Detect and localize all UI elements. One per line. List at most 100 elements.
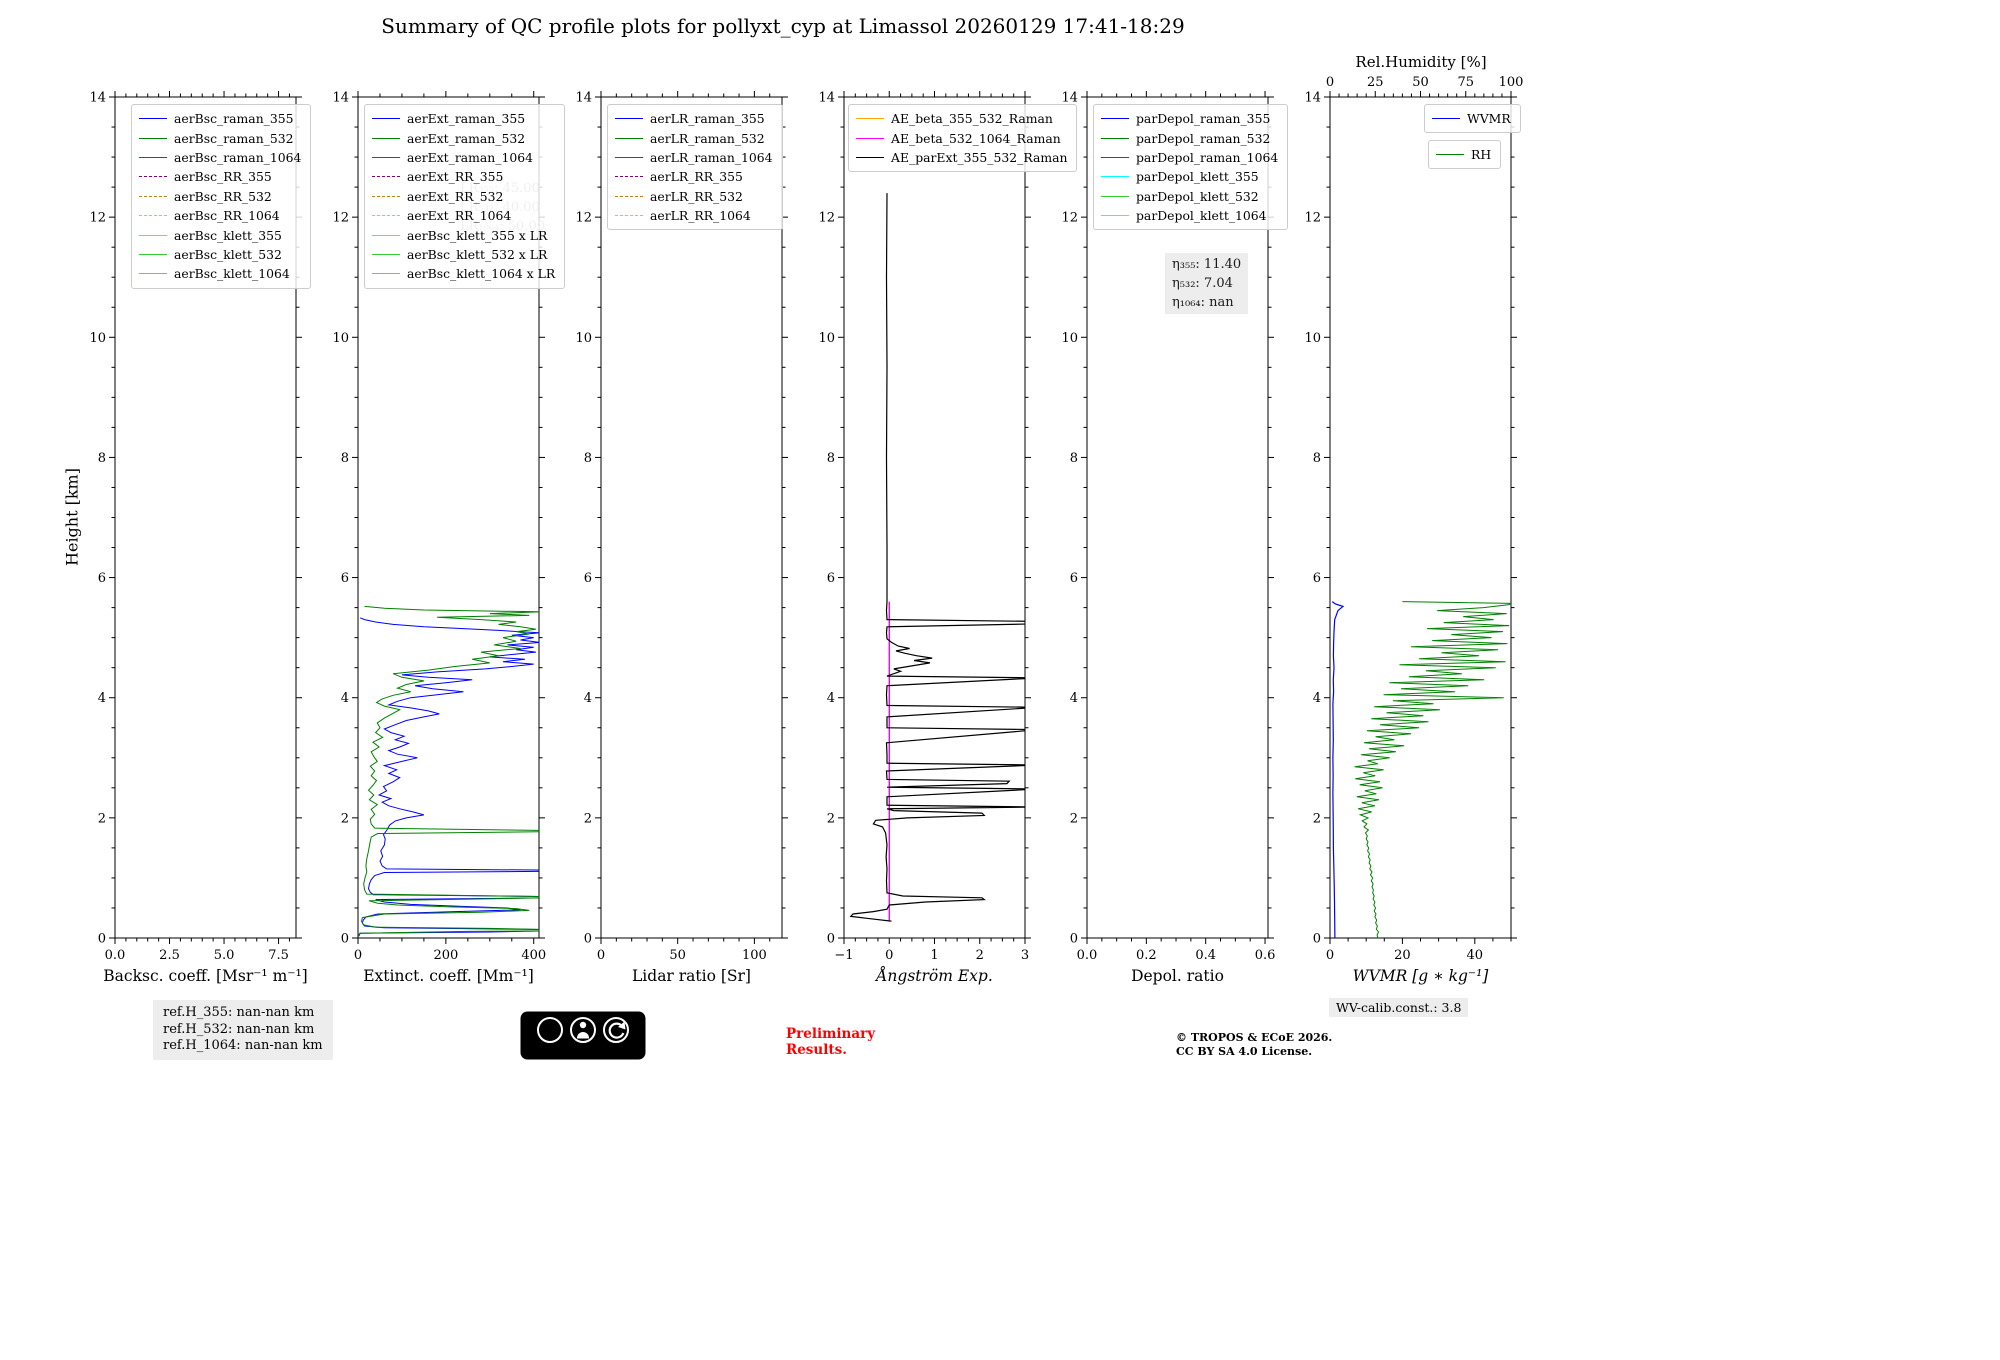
person-body-icon: [577, 1032, 589, 1039]
panel-depol: 0.0 0.2 0.4 0.6 0 2 4 6 8 10 12 14 Depol. ratio: [1061, 91, 1275, 986]
curve-AE_parExt_355_532_Raman: [849, 193, 1025, 922]
y-tick-label: 14: [818, 91, 835, 106]
person-icon: [579, 1021, 587, 1029]
y-tick-label: 14: [1061, 91, 1078, 106]
y-tick-label: 2: [1313, 811, 1321, 826]
y-tick-label: 4: [98, 691, 106, 706]
ref-height-1064: ref.H_1064: nan-nan km: [163, 1038, 323, 1053]
y-tick-label: 8: [584, 451, 592, 466]
y-tick-label: 0: [98, 932, 106, 947]
ref-height-355: ref.H_355: nan-nan km: [163, 1005, 315, 1020]
y-tick-label: 0: [584, 932, 592, 947]
top-x-tick-label: 0: [1326, 75, 1334, 90]
ref-heights-box: ref.H_355: nan-nan km ref.H_532: nan-nan…: [153, 1000, 333, 1060]
curve-RH: [1354, 601, 1511, 938]
x-tick-label: 100: [742, 948, 767, 963]
y-tick-label: 6: [1070, 571, 1078, 586]
y-tick-label: 0: [341, 932, 349, 947]
y-tick-label: 12: [1061, 211, 1078, 226]
y-tick-label: 12: [575, 211, 592, 226]
y-tick-label: 4: [1313, 691, 1321, 706]
y-tick-label: 12: [818, 211, 835, 226]
y-tick-label: 14: [89, 91, 106, 106]
y-tick-label: 8: [1070, 451, 1078, 466]
panel-frame: [1086, 96, 1269, 939]
y-tick-label: 6: [1313, 571, 1321, 586]
y-tick-label: 2: [584, 811, 592, 826]
y-tick-label: 4: [584, 691, 592, 706]
preliminary-line-1: Preliminary: [786, 1026, 876, 1042]
panel-lr: 0 50 100 0 2 4 6 8 10 12 14 Lidar ratio [Sr]: [575, 91, 788, 985]
ref-height-532: ref.H_532: nan-nan km: [163, 1021, 315, 1037]
panel-ext: 0 200 400 0 2 4 6 8 10 12 14 Extinct. coeff. [Mm⁻¹]: [332, 91, 546, 986]
y-tick-label: 0: [827, 932, 835, 947]
y-tick-label: 6: [98, 571, 106, 586]
x-tick-label: 0: [354, 948, 362, 963]
y-tick-label: 10: [818, 331, 835, 346]
top-x-tick-label: 75: [1457, 75, 1474, 90]
curve-WVMR: [1331, 601, 1345, 938]
y-tick-label: 10: [332, 331, 349, 346]
cc-logo-icon: [537, 1017, 563, 1043]
y-tick-label: 8: [827, 451, 835, 466]
y-tick-label: 14: [332, 91, 349, 106]
panel-frame: [357, 96, 540, 939]
y-tick-label: 8: [1313, 451, 1321, 466]
x-axis-label-angstroem: Ångström Exp.: [874, 967, 993, 985]
x-tick-label: 0.4: [1195, 948, 1216, 963]
panel-wvmr: 0 20 40 0 25 50 75 100 0 2 4 6 8 10 12 14 WVMR [g ∗ kg⁻¹…: [1304, 75, 1523, 985]
curve-aerExt_raman_355: [358, 617, 539, 937]
y-tick-label: 4: [827, 691, 835, 706]
y-tick-label: 6: [341, 571, 349, 586]
panel-frame: [114, 96, 297, 939]
top-x-tick-label: 50: [1412, 75, 1429, 90]
y-tick-label: 10: [1061, 331, 1078, 346]
x-tick-label: 400: [521, 948, 546, 963]
x-tick-label: 0.2: [1136, 948, 1157, 963]
y-tick-label: 0: [1313, 932, 1321, 947]
x-axis-label-backsc: Backsc. coeff. [Msr⁻¹ m⁻¹]: [103, 967, 307, 985]
x-tick-label: 2: [976, 948, 984, 963]
x-tick-label: 0: [1326, 948, 1334, 963]
x-tick-label: 0: [597, 948, 605, 963]
preliminary-note: Preliminary Results.: [786, 1026, 875, 1058]
y-tick-label: 8: [341, 451, 349, 466]
panel-backsc: 0.0 2.5 5.0 7.5 0 2 4 6 8 10 12 14 Backsc. coeff. [M…: [89, 91, 307, 986]
y-tick-label: 12: [1304, 211, 1321, 226]
x-tick-label: 200: [433, 948, 458, 963]
y-tick-label: 4: [341, 691, 349, 706]
top-x-tick-label: 25: [1367, 75, 1384, 90]
x-tick-label: 20: [1394, 948, 1411, 963]
y-tick-label: 10: [1304, 331, 1321, 346]
x-tick-label: 0.0: [105, 948, 126, 963]
y-tick-label: 12: [89, 211, 106, 226]
x-tick-label: 2.5: [159, 948, 180, 963]
x-tick-label: 7.5: [268, 948, 289, 963]
curve-aerExt_raman_532: [358, 605, 539, 937]
x-tick-label: 50: [669, 948, 686, 963]
x-tick-label: 1: [930, 948, 938, 963]
y-tick-label: 2: [98, 811, 106, 826]
y-tick-label: 14: [575, 91, 592, 106]
y-tick-label: 4: [1070, 691, 1078, 706]
share-alike-arrowhead: [618, 1021, 626, 1030]
attribution-circle: [570, 1017, 596, 1043]
preliminary-line-2: Results.: [786, 1042, 847, 1058]
x-tick-label: 0: [885, 948, 893, 963]
y-tick-label: 10: [89, 331, 106, 346]
x-axis-label-lr: Lidar ratio [Sr]: [632, 967, 751, 985]
y-tick-label: 6: [584, 571, 592, 586]
cc-logo-text: cc: [542, 1024, 558, 1039]
panel-frame: [600, 96, 783, 939]
panel-frame: [1329, 96, 1512, 939]
copyright-line-2: CC BY SA 4.0 License.: [1176, 1044, 1313, 1058]
copyright-line-1: © TROPOS & ECoE 2026.: [1176, 1031, 1333, 1044]
x-tick-label: 3: [1021, 948, 1029, 963]
x-tick-label: 5.0: [214, 948, 235, 963]
figure-title: Summary of QC profile plots for pollyxt_…: [381, 14, 1185, 38]
y-tick-label: 0: [1070, 932, 1078, 947]
cc-license-badge: cc BY SA: [520, 1011, 646, 1060]
x-axis-label-wvmr: WVMR [g ∗ kg⁻¹]: [1353, 967, 1490, 985]
